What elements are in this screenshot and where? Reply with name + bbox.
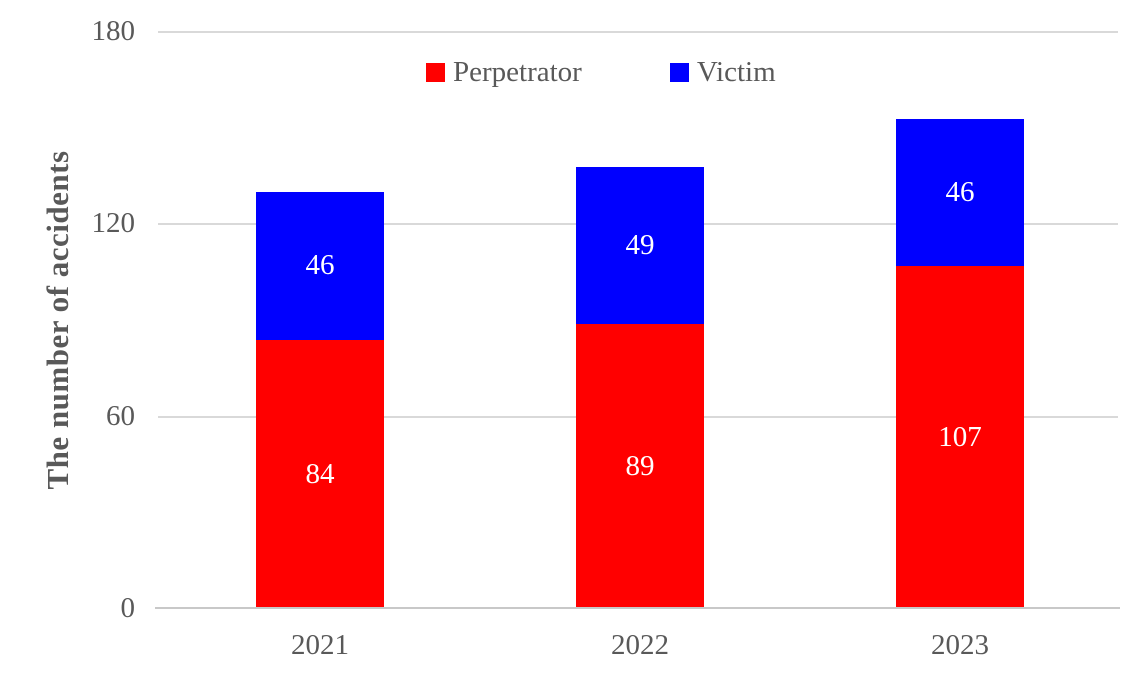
- gridline-y-180: [158, 31, 1118, 33]
- y-tick-label-180: 180: [91, 15, 136, 47]
- bar-2023-perpetrator: 107: [896, 266, 1024, 609]
- data-label-2022-perpetrator: 89: [625, 449, 655, 482]
- y-tick-label-120: 120: [91, 207, 136, 240]
- data-label-2023-perpetrator: 107: [938, 420, 982, 453]
- bar-2021-perpetrator: 84: [256, 339, 384, 609]
- legend-label-victim: Victim: [696, 56, 776, 88]
- y-axis-title: The number of accidents: [40, 150, 75, 490]
- chart-legend: Perpetrator Victim: [426, 56, 776, 89]
- data-label-2023-victim: 46: [945, 175, 975, 208]
- data-label-2021-victim: 46: [305, 249, 335, 282]
- data-label-2021-perpetrator: 84: [305, 457, 335, 490]
- y-tick-label-0: 0: [120, 592, 136, 624]
- bar-2021-victim: 46: [256, 192, 384, 340]
- bar-2022-victim: 49: [576, 166, 704, 324]
- x-tick-label-2022: 2022: [611, 629, 669, 661]
- x-tick-label-2023: 2023: [931, 629, 989, 661]
- y-tick-label-60: 60: [106, 399, 135, 432]
- bar-2023-victim: 46: [896, 118, 1024, 266]
- x-tick-label-2021: 2021: [291, 629, 349, 661]
- data-label-2022-victim: 49: [625, 228, 655, 261]
- bar-2022-perpetrator: 89: [576, 323, 704, 609]
- legend-swatch-victim: [669, 63, 689, 82]
- legend-swatch-perpetrator: [426, 63, 445, 82]
- x-axis-line: [155, 607, 1120, 609]
- legend-label-perpetrator: Perpetrator: [453, 56, 582, 88]
- legend-item-victim: Victim: [669, 56, 776, 89]
- legend-item-perpetrator: Perpetrator: [426, 56, 582, 89]
